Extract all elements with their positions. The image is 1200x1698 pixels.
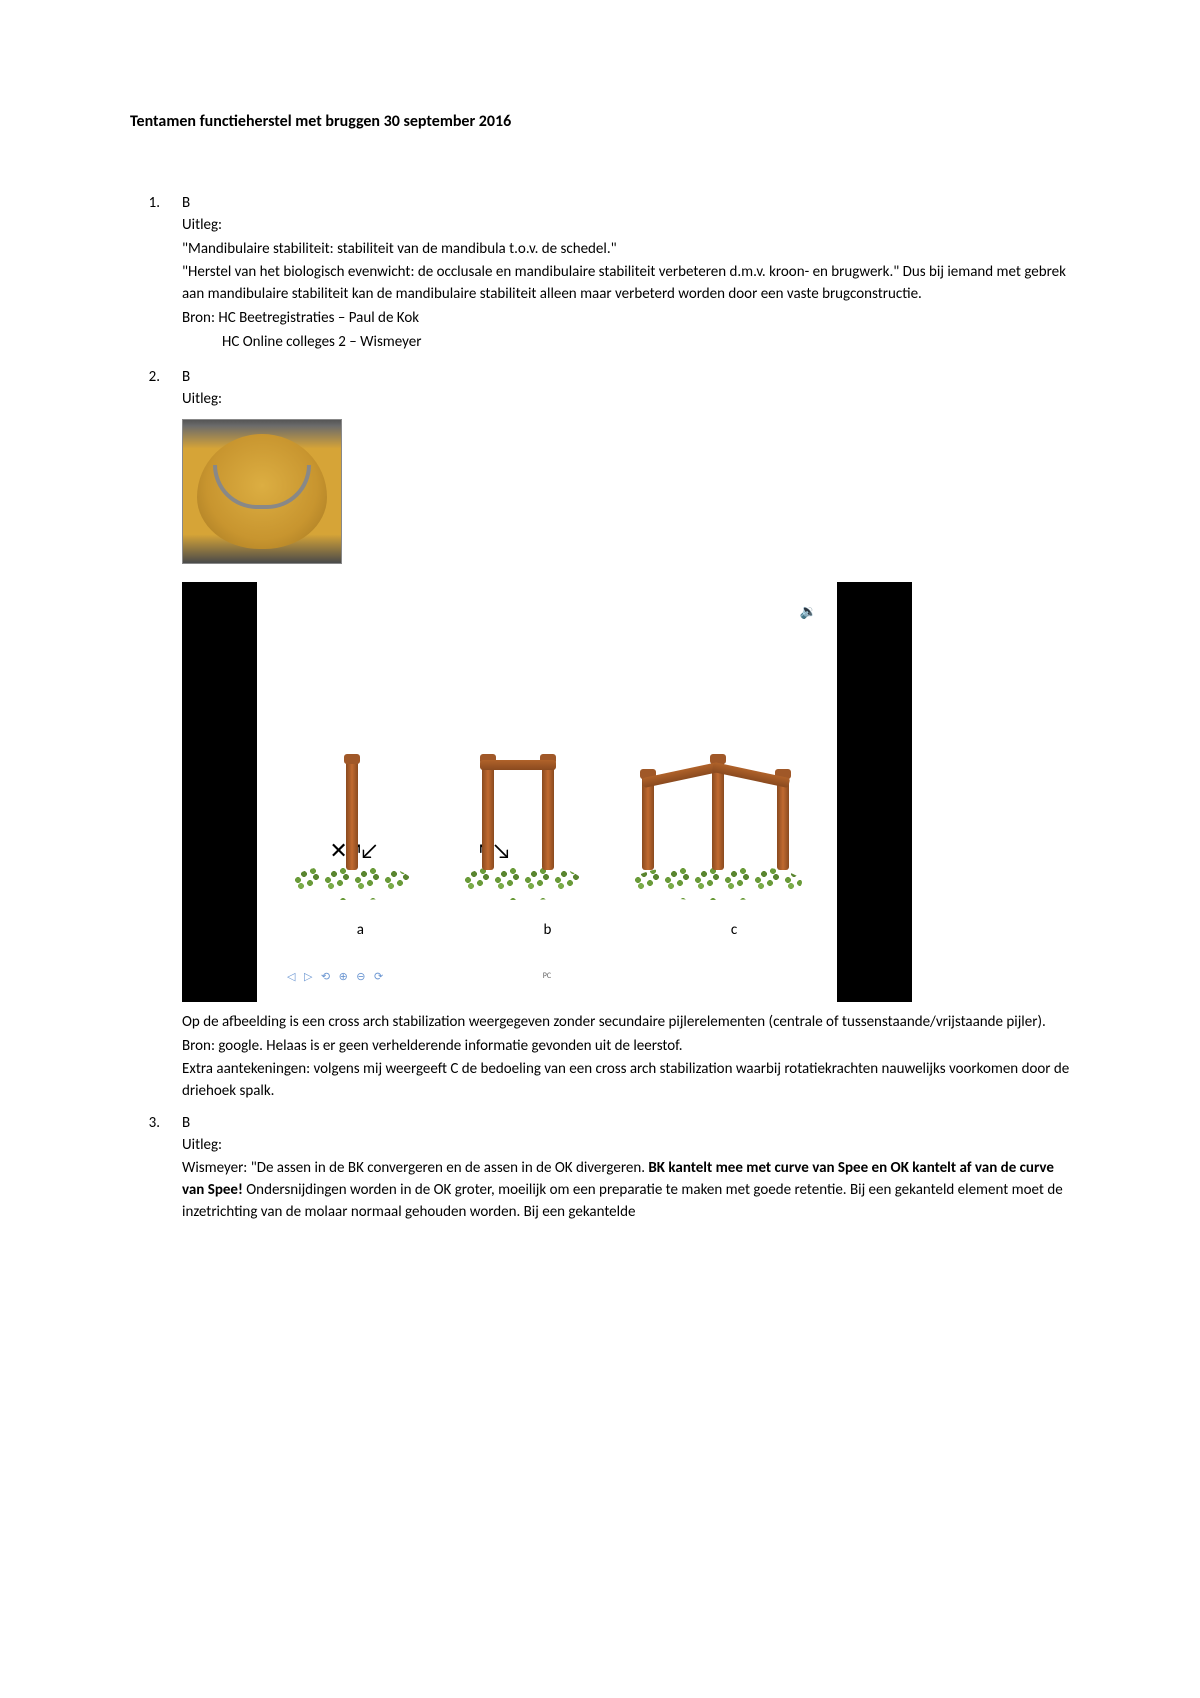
q2-number: 2. (130, 367, 160, 389)
slide-control-icons: ◁ ▷ ⟲ ⊕ ⊖ ⟳ (287, 969, 386, 985)
q3-uitleg-label: Uitleg: (182, 1135, 1070, 1157)
diagram-blackbar-right (837, 582, 912, 1002)
q1-number: 1. (130, 193, 160, 215)
post-group-a: ✕↗↙ (292, 865, 412, 900)
sound-icon: 🔉 (800, 602, 817, 622)
q2-answer: B (182, 367, 1070, 389)
diagram-footer: ◁ ▷ ⟲ ⊕ ⊖ ⟳ PC (257, 952, 837, 1002)
q1-bron2: HC Online colleges 2 – Wismeyer (222, 332, 1070, 354)
post-group-c (632, 865, 802, 900)
question-3: 3. B Uitleg: Wismeyer: "De assen in de B… (130, 1113, 1070, 1226)
q1-uitleg-label: Uitleg: (182, 215, 1070, 237)
q1-line2: "Herstel van het biologisch evenwicht: d… (182, 262, 1070, 306)
q2-p3: Extra aantekeningen: volgens mij weergee… (182, 1059, 1070, 1103)
dental-model-image (182, 419, 342, 564)
q1-bron1: Bron: HC Beetregistraties – Paul de Kok (182, 308, 1070, 330)
q2-p2: Bron: google. Helaas is er geen verhelde… (182, 1036, 1070, 1058)
q3-pre: Wismeyer: "De assen in de BK convergeren… (182, 1159, 648, 1177)
diagram-footnote: PC (543, 971, 551, 983)
diagram-blackbar-left (182, 582, 257, 1002)
question-1: 1. B Uitleg: "Mandibulaire stabiliteit: … (130, 193, 1070, 355)
diagram-label-b: b (543, 920, 551, 942)
posts-diagram: 🔉 ✕↗↙ ↖↘ (182, 582, 912, 1002)
q2-p1: Op de afbeelding is een cross arch stabi… (182, 1012, 1070, 1034)
q3-number: 3. (130, 1113, 160, 1135)
q3-answer: B (182, 1113, 1070, 1135)
q3-body: Wismeyer: "De assen in de BK convergeren… (182, 1158, 1070, 1223)
q2-uitleg-label: Uitleg: (182, 389, 1070, 411)
diagram-label-a: a (357, 920, 364, 942)
diagram-label-c: c (731, 920, 737, 942)
post-group-b: ↖↘ (462, 865, 582, 900)
page-title: Tentamen functieherstel met bruggen 30 s… (130, 110, 1070, 133)
q1-line1: "Mandibulaire stabiliteit: stabiliteit v… (182, 239, 1070, 261)
q3-post: Ondersnijdingen worden in de OK groter, … (182, 1181, 1063, 1221)
q1-answer: B (182, 193, 1070, 215)
question-2: 2. B Uitleg: 🔉 ✕↗↙ ↖↘ (130, 367, 1070, 1105)
